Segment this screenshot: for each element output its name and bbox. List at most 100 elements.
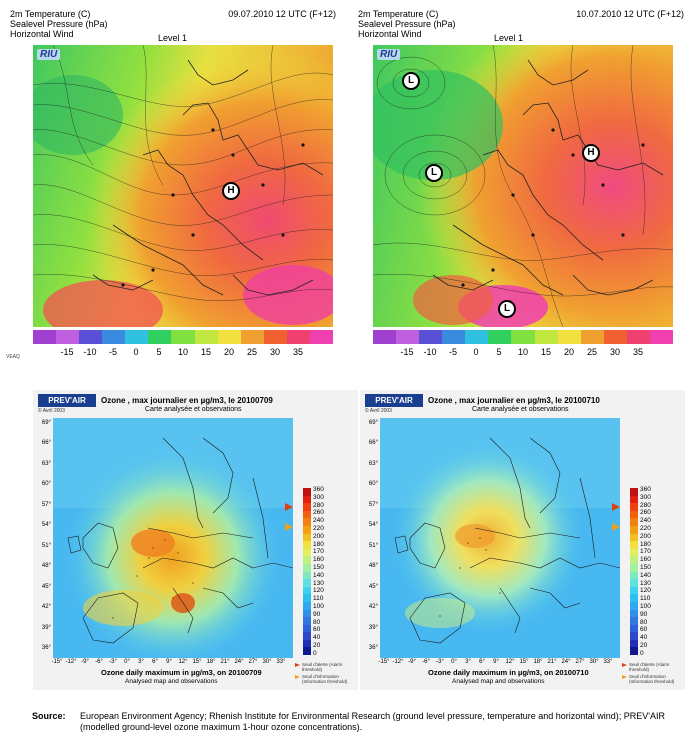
scale-tick: 140 bbox=[640, 571, 651, 579]
source-note: Source: European Environment Agency; Rhe… bbox=[32, 711, 672, 733]
ozone-map-subtitle: Carte analysée et observations bbox=[472, 406, 569, 413]
scale-tick: 140 bbox=[313, 571, 324, 579]
ozone-map bbox=[380, 418, 620, 658]
scale-tick: 260 bbox=[313, 509, 324, 517]
scale-swatch bbox=[303, 556, 311, 564]
information-threshold-marker bbox=[612, 523, 620, 531]
scale-swatch bbox=[630, 594, 638, 602]
information-threshold-icon bbox=[295, 675, 300, 679]
temperature-map: RIU H bbox=[33, 45, 333, 327]
longitude-label: 30° bbox=[262, 659, 272, 665]
scale-tick: 40 bbox=[640, 634, 648, 642]
longitude-label: 6° bbox=[479, 659, 485, 665]
scale-tick: -10 bbox=[423, 347, 437, 357]
temperature-color-scale bbox=[33, 330, 334, 344]
alarm-threshold-marker bbox=[285, 503, 293, 511]
scale-tick: 150 bbox=[640, 564, 651, 571]
scale-tick: 10 bbox=[517, 347, 529, 357]
longitude-label: 3° bbox=[465, 659, 471, 665]
temperature-map-title: 2m Temperature (C) Sealevel Pressure (hP… bbox=[358, 9, 456, 39]
scale-tick: -15 bbox=[400, 347, 414, 357]
temperature-map: RIU L L H L bbox=[373, 45, 673, 327]
model-level: Level 1 bbox=[158, 33, 188, 43]
scale-swatch bbox=[303, 579, 311, 587]
scale-swatch bbox=[286, 330, 310, 344]
longitude-label: -12° bbox=[65, 659, 77, 665]
scale-tick: 20 bbox=[313, 642, 321, 649]
scale-swatch bbox=[488, 330, 512, 344]
scale-tick: 200 bbox=[640, 532, 651, 540]
latitude-label: 48° bbox=[368, 563, 378, 569]
scale-tick: 40 bbox=[313, 634, 321, 642]
scale-swatch bbox=[148, 330, 172, 344]
scale-swatch bbox=[240, 330, 264, 344]
scale-tick: -5 bbox=[448, 347, 458, 357]
scale-tick: 360 bbox=[313, 486, 324, 493]
scale-swatch bbox=[309, 330, 334, 344]
scale-tick: 80 bbox=[640, 618, 648, 626]
scale-swatch bbox=[630, 617, 638, 625]
alarm-threshold-label: Seuil d'alerte (Alarm threshold) bbox=[629, 662, 670, 672]
longitude-label: 0° bbox=[124, 659, 130, 665]
scale-swatch bbox=[630, 495, 638, 504]
latitude-label: 60° bbox=[41, 481, 51, 487]
scale-corner-label: VEAQ bbox=[6, 354, 20, 360]
latitude-label: 39° bbox=[41, 625, 51, 631]
scale-tick: 170 bbox=[640, 548, 651, 556]
scale-swatch bbox=[630, 639, 638, 648]
ozone-scale-ticks: 360 300 280 260 240 220 200 180 170 160 … bbox=[640, 486, 666, 658]
longitude-label: -15° bbox=[51, 659, 63, 665]
scale-tick: 280 bbox=[313, 501, 324, 509]
latitude-label: 51° bbox=[41, 543, 51, 549]
scale-swatch bbox=[303, 571, 311, 580]
scale-swatch bbox=[419, 330, 443, 344]
scale-swatch bbox=[396, 330, 420, 344]
latitude-label: 66° bbox=[368, 440, 378, 446]
latitude-label: 39° bbox=[368, 625, 378, 631]
scale-tick: 30 bbox=[609, 347, 621, 357]
scale-tick: 240 bbox=[313, 517, 324, 525]
scale-swatch bbox=[303, 488, 311, 496]
longitude-label: 0° bbox=[451, 659, 457, 665]
high-pressure-marker: H bbox=[582, 144, 600, 162]
ozone-map-caption-sub: Analysed map and observations bbox=[452, 678, 545, 685]
scale-swatch bbox=[534, 330, 558, 344]
latitude-label: 45° bbox=[41, 584, 51, 590]
scale-tick: 35 bbox=[292, 347, 304, 357]
scale-tick: 15 bbox=[200, 347, 212, 357]
scale-tick: 20 bbox=[640, 642, 648, 649]
latitude-label: 42° bbox=[41, 604, 51, 610]
scale-tick: 170 bbox=[313, 548, 324, 556]
scale-tick: 90 bbox=[640, 610, 648, 618]
scale-swatch bbox=[603, 330, 627, 344]
scale-tick: 280 bbox=[640, 501, 651, 509]
scale-swatch bbox=[630, 488, 638, 496]
scale-tick: 60 bbox=[313, 626, 321, 634]
scale-swatch bbox=[303, 563, 311, 572]
forecast-date: 10.07.2010 12 UTC (F+12) bbox=[576, 9, 684, 19]
longitude-label: 18° bbox=[533, 659, 543, 665]
title-line-pressure: Sealevel Pressure (hPa) bbox=[10, 19, 108, 29]
latitude-label: 48° bbox=[41, 563, 51, 569]
ozone-map-caption: Ozone daily maximum in µg/m3, on 2010071… bbox=[428, 668, 589, 677]
scale-swatch bbox=[630, 632, 638, 640]
scale-swatch bbox=[442, 330, 466, 344]
scale-tick: 15 bbox=[540, 347, 552, 357]
scale-swatch bbox=[630, 601, 638, 610]
scale-tick: -15 bbox=[60, 347, 74, 357]
temperature-map-panel-1: 2m Temperature (C) Sealevel Pressure (hP… bbox=[0, 0, 340, 362]
longitude-label: 12° bbox=[505, 659, 515, 665]
scale-swatch bbox=[626, 330, 650, 344]
scale-tick: 160 bbox=[313, 556, 324, 564]
ozone-map-subtitle: Carte analysée et observations bbox=[145, 406, 242, 413]
scale-swatch bbox=[303, 639, 311, 648]
scale-tick: 120 bbox=[313, 587, 324, 595]
scale-tick: 5 bbox=[496, 347, 502, 357]
alarm-threshold-label: Seuil d'alerte (Alarm threshold) bbox=[302, 662, 343, 672]
scale-tick: 240 bbox=[640, 517, 651, 525]
scale-swatch bbox=[171, 330, 195, 344]
source-text: European Environment Agency; Rhenish Ins… bbox=[80, 711, 666, 732]
longitude-label: 18° bbox=[206, 659, 216, 665]
latitude-label: 51° bbox=[368, 543, 378, 549]
scale-swatch bbox=[303, 617, 311, 625]
